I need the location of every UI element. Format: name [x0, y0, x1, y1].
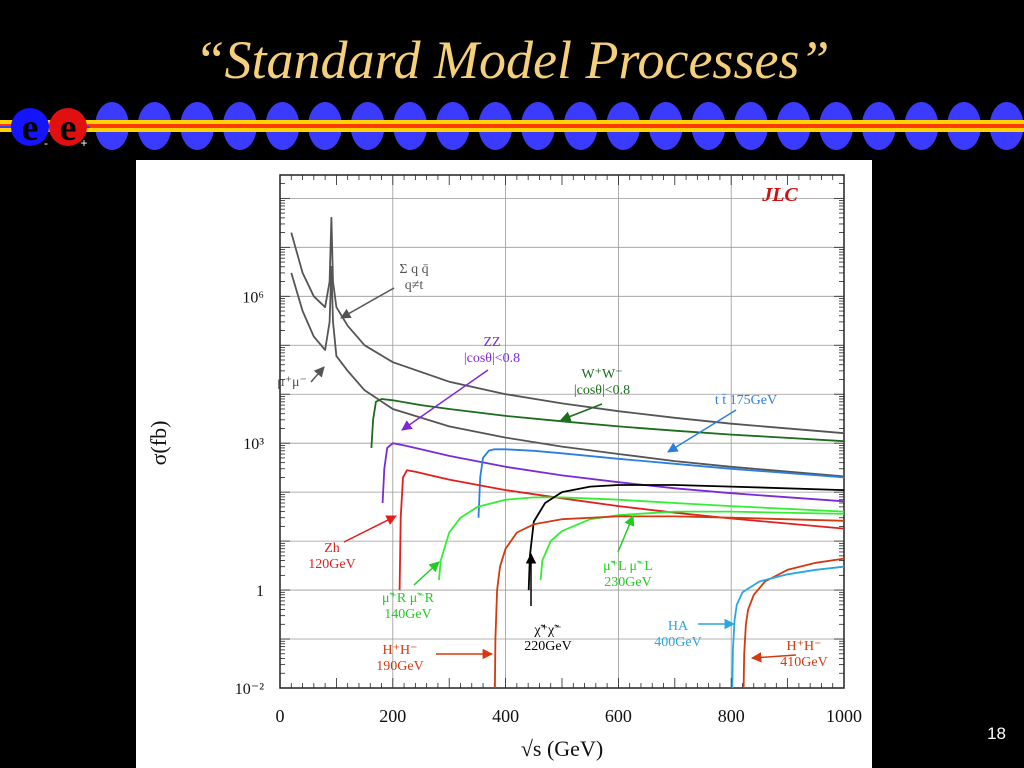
series-layer — [290, 216, 845, 689]
x-axis-label: √s (GeV) — [521, 736, 603, 761]
x-tick-label: 400 — [492, 706, 519, 726]
series-line — [477, 448, 845, 518]
positron-circle — [49, 108, 87, 146]
grid — [280, 175, 844, 688]
series-line — [398, 469, 845, 591]
annotation-arrow — [667, 409, 737, 453]
x-tick-label: 1000 — [826, 706, 862, 726]
series-annotation: χ̃⁺χ̃⁻ 220GeV — [524, 623, 571, 654]
slide-title: “Standard Model Processes” — [194, 30, 830, 90]
x-tick-label: 600 — [605, 706, 632, 726]
annotation-arrow — [617, 515, 635, 553]
annotation-arrows — [310, 287, 797, 663]
annotation-arrow — [343, 515, 397, 543]
cross-section-chart: Σ q q̄ q≠t μ⁺μ⁻ ZZ |cosθ|<0.8 W⁺W⁻ |cosθ|<0.8 t… — [146, 174, 862, 761]
annotation-arrow — [401, 369, 489, 431]
series-line — [370, 398, 845, 448]
y-axis-label: σ(fb) — [146, 421, 171, 466]
annotation-arrow — [750, 652, 797, 663]
logo-positron-sign: + — [80, 136, 87, 150]
chart-title: JLC — [761, 184, 798, 206]
chart-panel: Σ q q̄ q≠t μ⁺μ⁻ ZZ |cosθ|<0.8 W⁺W⁻ |cosθ|<0.8 t… — [136, 160, 872, 768]
annotation-arrow — [413, 561, 440, 586]
series-annotation: μ̃⁺R μ̃⁻R 140GeV — [382, 591, 435, 622]
series-line — [742, 557, 845, 689]
plot-frame — [279, 174, 845, 689]
logo-electron-letter: e — [22, 107, 39, 149]
x-tick-label: 0 — [276, 706, 285, 726]
series-annotation: Σ q q̄ q≠t — [399, 262, 428, 293]
annotation-arrow — [310, 366, 325, 383]
series-annotation: μ⁺μ⁻ — [277, 375, 307, 390]
series-annotation: μ̃⁺L μ̃⁻L 230GeV — [603, 559, 653, 590]
series-line — [381, 442, 845, 504]
electron-circle — [11, 108, 49, 146]
header-banner: e e - + — [0, 102, 1024, 150]
series-line — [527, 484, 845, 591]
series-line — [290, 265, 845, 478]
series-annotation: ZZ |cosθ|<0.8 — [464, 335, 520, 366]
x-tick-label: 800 — [718, 706, 745, 726]
series-annotation: H⁺H⁻ 190GeV — [376, 643, 423, 674]
annotation-labels: Σ q q̄ q≠t μ⁺μ⁻ ZZ |cosθ|<0.8 W⁺W⁻ |cosθ|<0.8 t… — [277, 262, 828, 674]
banner-stripe-inner — [0, 124, 1024, 128]
series-annotation: HA 400GeV — [654, 619, 701, 650]
minor-ticks — [279, 174, 845, 689]
tick-labels: 0 200 400 600 800 1000 10⁻² 1 10³ 10⁶ — [235, 289, 862, 726]
annotation-arrow — [560, 403, 603, 422]
logo-ee: e e - + — [0, 107, 90, 150]
logo-positron-letter: e — [60, 107, 77, 149]
annotation-arrow — [340, 287, 395, 319]
page-number: 18 — [987, 724, 1006, 743]
series-annotation: H⁺H⁻ 410GeV — [780, 639, 827, 670]
y-tick-label: 10⁶ — [242, 289, 264, 306]
series-annotation: t t̄ 175GeV — [715, 393, 777, 408]
series-annotation: W⁺W⁻ |cosθ|<0.8 — [574, 367, 630, 398]
series-line — [731, 565, 845, 689]
series-annotation: Zh 120GeV — [308, 541, 355, 572]
y-tick-label: 10⁻² — [235, 681, 264, 698]
series-line — [494, 515, 845, 689]
series-line — [438, 496, 845, 581]
y-tick-label: 10³ — [243, 436, 264, 453]
y-tick-label: 1 — [256, 583, 264, 600]
x-tick-label: 200 — [379, 706, 406, 726]
series-line — [290, 216, 845, 435]
logo-electron-sign: - — [44, 136, 48, 150]
series-line — [539, 510, 845, 581]
